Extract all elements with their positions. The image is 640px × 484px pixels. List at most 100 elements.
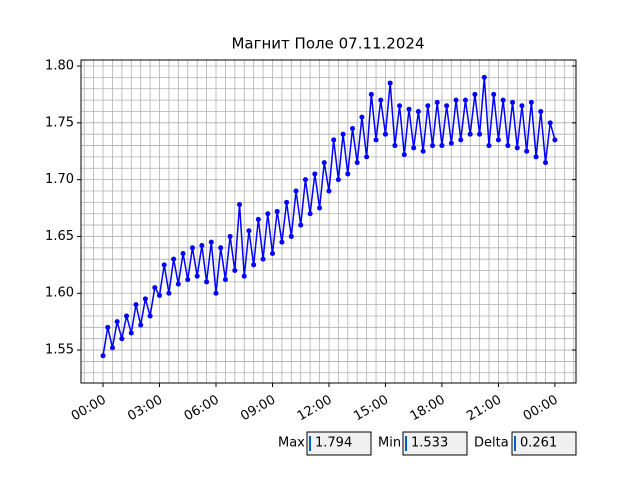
data-point: [462, 97, 468, 103]
data-point: [227, 233, 233, 239]
data-point: [510, 99, 516, 105]
data-point: [505, 143, 511, 149]
data-point: [269, 250, 275, 256]
data-point: [547, 120, 553, 126]
data-point: [279, 239, 285, 245]
data-point: [302, 177, 308, 183]
data-point: [189, 245, 195, 251]
data-point: [251, 262, 257, 268]
data-point: [232, 268, 238, 274]
stat-box[interactable]: [402, 431, 468, 456]
data-point: [528, 99, 534, 105]
data-point: [340, 131, 346, 137]
data-point: [420, 148, 426, 154]
stat-label: Max: [278, 436, 305, 451]
data-point: [472, 91, 478, 97]
data-point: [161, 262, 167, 268]
stat-label: Delta: [474, 436, 509, 451]
data-point: [246, 228, 252, 234]
data-point: [382, 131, 388, 137]
data-point: [425, 103, 431, 109]
data-point: [401, 152, 407, 158]
data-point: [458, 137, 464, 143]
data-point: [345, 171, 351, 177]
stat-value: 0.261: [520, 436, 557, 451]
data-point: [326, 188, 332, 194]
data-point: [152, 285, 158, 291]
y-tick-label: 1.60: [45, 286, 74, 301]
y-tick-label: 1.75: [45, 115, 74, 130]
data-point: [317, 205, 323, 211]
stat-box[interactable]: [306, 431, 372, 456]
data-point: [406, 106, 412, 112]
chart-title: Магнит Поле 07.11.2024: [231, 35, 424, 53]
data-point: [387, 80, 393, 86]
data-point: [218, 245, 224, 251]
data-point: [430, 143, 436, 149]
data-point: [477, 131, 483, 137]
data-point: [237, 202, 243, 208]
data-point: [542, 160, 548, 166]
data-point: [124, 313, 130, 319]
data-point: [533, 154, 539, 160]
data-point: [491, 91, 497, 97]
stat-value: 1.533: [411, 436, 448, 451]
data-point: [411, 145, 417, 151]
data-point: [331, 137, 337, 143]
data-point: [105, 324, 111, 330]
data-point: [166, 290, 172, 296]
data-point: [138, 322, 144, 328]
data-point: [524, 148, 530, 154]
data-point: [199, 243, 205, 249]
data-point: [119, 336, 125, 342]
data-point: [312, 171, 318, 177]
data-point: [180, 250, 186, 256]
data-point: [368, 91, 374, 97]
data-point: [392, 143, 398, 149]
y-tick-label: 1.65: [45, 229, 74, 244]
data-point: [175, 281, 181, 287]
data-point: [255, 216, 261, 222]
y-tick-label: 1.70: [45, 172, 74, 187]
data-point: [373, 137, 379, 143]
data-point: [448, 140, 454, 146]
data-point: [552, 137, 558, 143]
data-point: [519, 103, 525, 109]
data-point: [364, 154, 370, 160]
data-point: [288, 233, 294, 239]
data-point: [194, 273, 200, 279]
data-point: [444, 103, 450, 109]
data-point: [495, 137, 501, 143]
data-point: [359, 114, 365, 120]
data-point: [350, 126, 356, 132]
data-point: [453, 97, 459, 103]
data-point: [321, 160, 327, 166]
data-point: [538, 108, 544, 114]
data-point: [514, 145, 520, 151]
data-point: [467, 131, 473, 137]
data-point: [185, 277, 191, 283]
data-point: [157, 293, 163, 299]
data-point: [500, 97, 506, 103]
data-point: [307, 211, 313, 217]
data-point: [481, 74, 487, 80]
data-point: [284, 199, 290, 205]
data-point: [147, 313, 153, 319]
data-point: [298, 222, 304, 228]
data-point: [241, 273, 247, 279]
data-point: [434, 99, 440, 105]
data-point: [128, 330, 134, 336]
data-point: [397, 103, 403, 109]
data-point: [274, 208, 280, 214]
data-point: [142, 296, 148, 302]
data-point: [109, 345, 115, 351]
stat-label: Min: [378, 436, 401, 451]
stat-box[interactable]: [511, 431, 577, 456]
data-point: [486, 143, 492, 149]
data-point: [208, 239, 214, 245]
data-point: [293, 188, 299, 194]
data-point: [100, 353, 106, 359]
data-point: [439, 143, 445, 149]
data-point: [213, 290, 219, 296]
